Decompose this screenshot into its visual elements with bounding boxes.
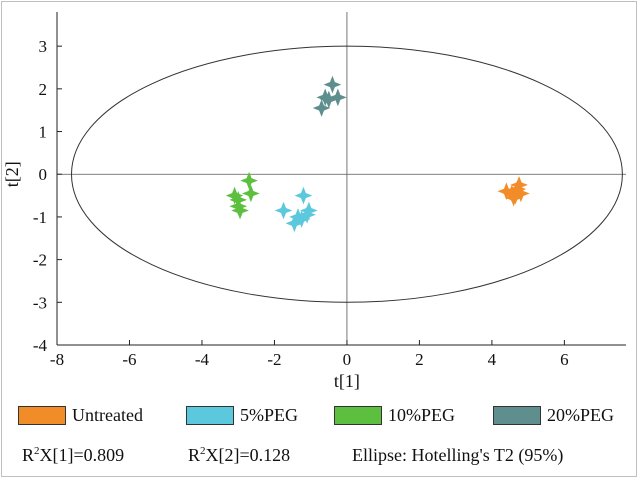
point-20peg <box>323 75 342 94</box>
y-tick-label: -2 <box>33 251 47 270</box>
data-points <box>225 75 530 233</box>
legend: Untreated 5%PEG 10%PEG 20%PEG <box>0 402 640 428</box>
x-tick-label: 0 <box>343 350 352 369</box>
point-5peg <box>294 186 313 205</box>
r2x2-stat: R2X[2]=0.128 <box>188 445 290 466</box>
r2x1-stat: R2X[1]=0.809 <box>22 445 124 466</box>
y-tick-label: 1 <box>39 123 48 142</box>
legend-swatch-untreated <box>18 405 66 425</box>
y-tick-label: 2 <box>39 80 48 99</box>
legend-item-untreated: Untreated <box>18 402 143 428</box>
r2x2-prefix: R <box>188 445 201 465</box>
x-tick-label: -8 <box>50 350 64 369</box>
point-untreated <box>506 186 525 205</box>
axis-labels: t[1] t[2] <box>2 161 360 391</box>
x-tick-label: 6 <box>560 350 569 369</box>
x-tick-label: 2 <box>415 350 424 369</box>
y-tick-label: 3 <box>39 37 48 56</box>
point-20peg <box>312 99 331 117</box>
x-tick-label: -2 <box>267 350 281 369</box>
r2x1-sup: 2 <box>34 445 40 457</box>
point-5peg <box>274 201 293 220</box>
x-axis-title: t[1] <box>334 371 360 391</box>
x-tick-label: -6 <box>122 350 136 369</box>
r2x1-value: X[1]=0.809 <box>39 445 125 465</box>
axes: -8 -6 -4 -2 0 2 4 6 -4 -3 -2 -1 0 1 2 3 <box>33 12 626 369</box>
hotelling-ellipse-layer <box>70 45 623 303</box>
legend-label-untreated: Untreated <box>72 404 143 425</box>
point-10peg <box>229 197 248 216</box>
y-tick-label: -4 <box>33 336 48 355</box>
hotelling-ellipse <box>70 45 623 303</box>
legend-item-5peg: 5%PEG <box>186 402 298 428</box>
legend-swatch-10peg <box>334 405 382 425</box>
legend-item-20peg: 20%PEG <box>493 402 614 428</box>
point-20peg <box>319 90 338 109</box>
r2x1-prefix: R <box>22 445 35 465</box>
point-10peg <box>240 171 258 190</box>
y-tick-label: -3 <box>33 293 47 312</box>
x-tick-label: 4 <box>488 350 497 369</box>
point-5peg <box>298 205 316 224</box>
score-plot: -8 -6 -4 -2 0 2 4 6 -4 -3 -2 -1 0 1 2 3 t[1] t[2] <box>2 12 626 391</box>
y-axis-title: t[2] <box>2 161 22 187</box>
y-tick-label: -1 <box>33 208 47 227</box>
legend-item-10peg: 10%PEG <box>334 402 455 428</box>
legend-swatch-5peg <box>186 405 234 425</box>
legend-label-20peg: 20%PEG <box>547 404 614 425</box>
r2x2-value: X[2]=0.128 <box>205 445 291 465</box>
ellipse-caption: Ellipse: Hotelling's T2 (95%) <box>352 445 564 465</box>
x-tick-label: -4 <box>195 350 210 369</box>
legend-label-5peg: 5%PEG <box>240 404 298 425</box>
r2x2-sup: 2 <box>200 445 206 457</box>
legend-swatch-20peg <box>493 405 541 425</box>
legend-label-10peg: 10%PEG <box>388 404 455 425</box>
point-10peg <box>242 184 260 203</box>
point-20peg <box>329 88 347 107</box>
y-tick-label: 0 <box>39 165 48 184</box>
